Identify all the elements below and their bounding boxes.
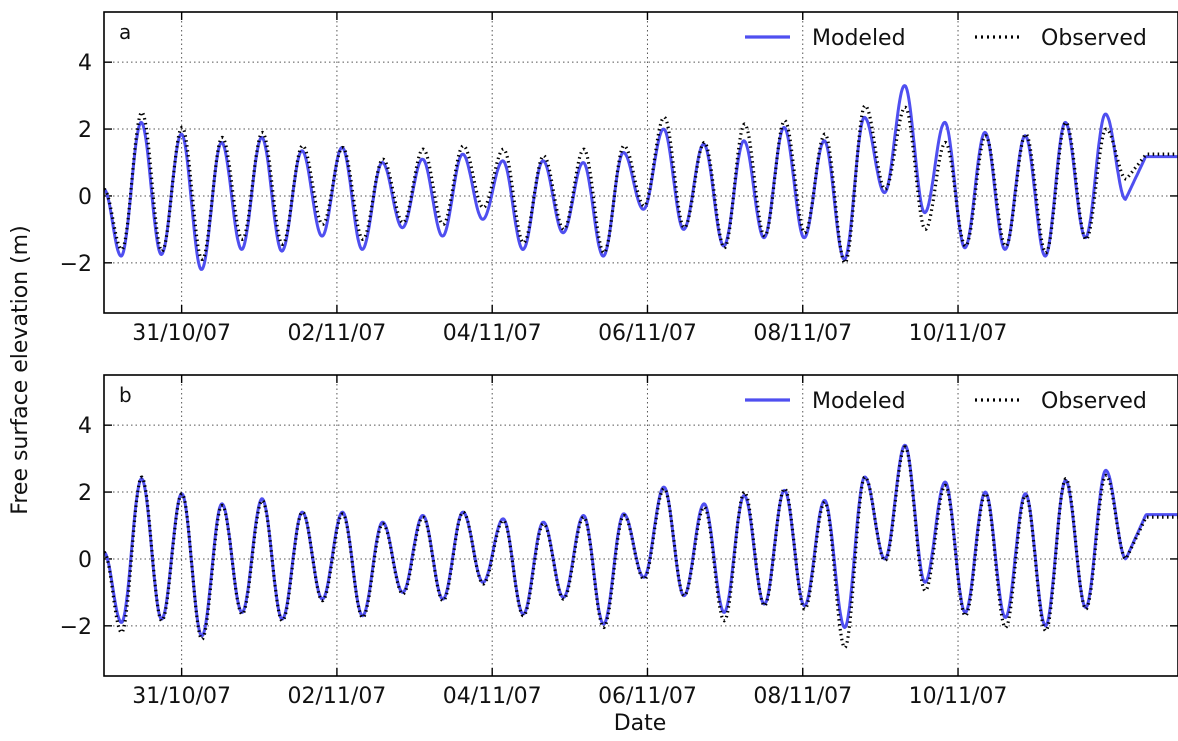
series-group <box>104 84 1178 271</box>
x-tick-label: 06/11/07 <box>598 684 697 709</box>
panel-letter: a <box>119 20 131 44</box>
legend-label-observed: Observed <box>1041 389 1147 414</box>
legend-label-observed: Observed <box>1041 26 1147 51</box>
series-line-modeled <box>104 84 1178 271</box>
panel-letter: b <box>119 383 132 407</box>
y-tick-label: 2 <box>78 118 92 143</box>
legend-label-modeled: Modeled <box>812 26 906 51</box>
series-line-modeled <box>104 443 1178 638</box>
x-tick-label: 10/11/07 <box>909 321 1008 346</box>
plot-frame <box>103 374 1178 677</box>
x-tick-label: 08/11/07 <box>753 321 852 346</box>
x-tick-label: 31/10/07 <box>132 321 231 346</box>
series-line-observed <box>104 445 1178 650</box>
y-tick-label: 0 <box>78 548 92 573</box>
x-tick-label: 08/11/07 <box>753 684 852 709</box>
plot-frame <box>103 11 1178 314</box>
y-tick-label: −2 <box>60 252 92 277</box>
x-axis-label: Date <box>614 711 667 736</box>
panel-a: −2 0 2 4 31/10/07 02/11/07 04/11/07 06/11/07 08/… <box>60 11 1178 346</box>
x-tick-label: 02/11/07 <box>288 684 387 709</box>
series-line-observed <box>104 104 1178 265</box>
series-group <box>104 443 1178 650</box>
x-tick-label: 04/11/07 <box>443 684 542 709</box>
y-tick-label: 4 <box>78 414 92 439</box>
panel-b: −2 0 2 4 31/10/07 02/11/07 04/11/07 06/11/07 08/… <box>60 374 1178 709</box>
y-tick-label: 0 <box>78 185 92 210</box>
legend: Modeled Observed <box>745 26 1147 51</box>
legend-label-modeled: Modeled <box>812 389 906 414</box>
x-tick-label: 02/11/07 <box>288 321 387 346</box>
x-tick-label: 06/11/07 <box>598 321 697 346</box>
y-tick-label: −2 <box>60 615 92 640</box>
y-tick-label: 4 <box>78 51 92 76</box>
legend: Modeled Observed <box>745 389 1147 414</box>
x-tick-label: 10/11/07 <box>909 684 1008 709</box>
y-axis-label: Free surface elevation (m) <box>8 225 33 514</box>
y-tick-label: 2 <box>78 481 92 506</box>
x-tick-label: 31/10/07 <box>132 684 231 709</box>
x-tick-label: 04/11/07 <box>443 321 542 346</box>
